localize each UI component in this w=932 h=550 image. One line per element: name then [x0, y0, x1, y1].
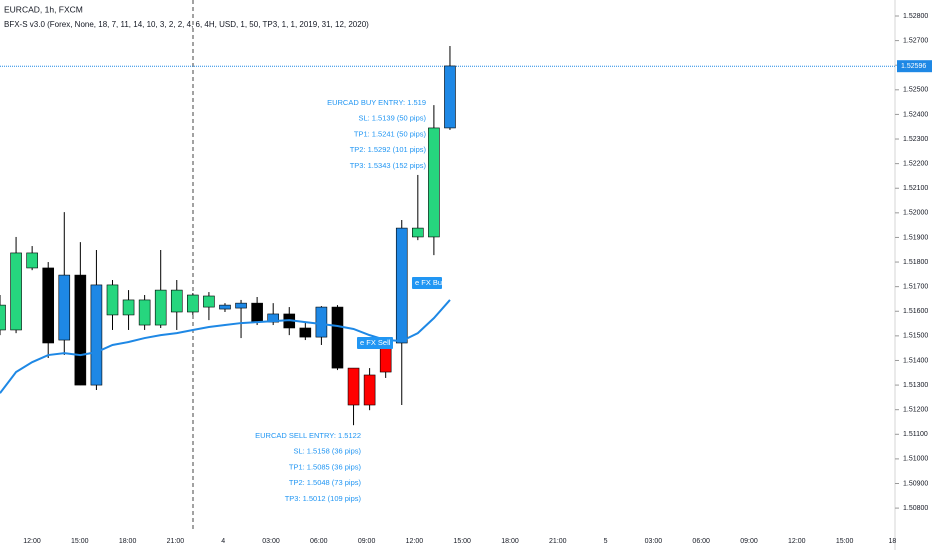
- signal-annotation: SL: 1.5158 (36 pips): [293, 447, 361, 456]
- candle-body: [331, 306, 344, 369]
- x-tick-label: 12:00: [23, 538, 41, 545]
- y-tick-label: 1.52300: [903, 136, 928, 143]
- x-tick-label: 03:00: [262, 538, 280, 545]
- y-tick-label: 1.52100: [903, 185, 928, 192]
- signal-annotation: TP3: 1.5343 (152 pips): [350, 161, 427, 170]
- signal-annotation: TP3: 1.5012 (109 pips): [285, 494, 362, 503]
- candle-body: [363, 374, 376, 406]
- candle-body: [428, 127, 440, 238]
- x-tick-label: 12:00: [406, 538, 424, 545]
- signal-annotation: SL: 1.5139 (50 pips): [358, 114, 426, 123]
- x-tick-label: 15:00: [453, 538, 471, 545]
- candle-body: [219, 304, 231, 310]
- candle-body: [90, 284, 103, 386]
- y-tick-label: 1.51100: [903, 431, 928, 438]
- y-tick-label: 1.52200: [903, 160, 928, 167]
- y-tick-label: 1.51400: [903, 357, 928, 364]
- x-tick-label: 18: [889, 538, 897, 545]
- y-tick-label: 1.50800: [903, 505, 928, 512]
- last-price-label: 1.52596: [901, 63, 926, 70]
- candle-body: [58, 274, 71, 341]
- candle-body: [42, 267, 55, 344]
- y-tick-label: 1.51800: [903, 259, 928, 266]
- last-price-box: [897, 60, 932, 73]
- candle-body: [203, 295, 215, 308]
- candle-body: [106, 284, 119, 316]
- candle-body: [138, 299, 151, 326]
- candle-body: [395, 227, 408, 344]
- x-tick-label: 18:00: [119, 538, 137, 545]
- signal-tag: [412, 277, 442, 289]
- candle-body: [26, 252, 38, 269]
- candle-body: [347, 367, 360, 406]
- signal-tag-label: e FX Buy: [415, 278, 446, 287]
- signal-annotation: EURCAD BUY ENTRY: 1.519: [327, 98, 426, 107]
- y-tick-label: 1.51700: [903, 283, 928, 290]
- y-tick-label: 1.52000: [903, 210, 928, 217]
- y-tick-label: 1.51200: [903, 407, 928, 414]
- candle-body: [170, 289, 183, 313]
- x-tick-label: 09:00: [358, 538, 376, 545]
- candle-body: [315, 306, 328, 338]
- y-tick-label: 1.50900: [903, 480, 928, 487]
- candle-body: [122, 299, 135, 316]
- signal-annotation: EURCAD SELL ENTRY: 1.5122: [255, 431, 361, 440]
- y-tick-label: 1.52500: [903, 87, 928, 94]
- indicator-label: BFX-S v3.0 (Forex, None, 18, 7, 11, 14, …: [4, 20, 369, 29]
- x-tick-label: 15:00: [836, 538, 854, 545]
- x-tick-label: 5: [604, 538, 608, 545]
- y-tick-label: 1.51000: [903, 456, 928, 463]
- y-tick-label: 1.51500: [903, 333, 928, 340]
- y-tick-label: 1.51900: [903, 234, 928, 241]
- candle-body: [154, 289, 167, 326]
- signal-annotation: TP2: 1.5292 (101 pips): [350, 145, 427, 154]
- y-tick-label: 1.51600: [903, 308, 928, 315]
- chart-title: EURCAD, 1h, FXCM: [4, 4, 83, 14]
- y-tick-label: 1.52400: [903, 111, 928, 118]
- signal-tag-label: e FX Sell: [360, 338, 391, 347]
- moving-average: [0, 299, 451, 394]
- candle-body: [10, 252, 22, 331]
- x-tick-label: 21:00: [549, 538, 567, 545]
- x-tick-label: 15:00: [71, 538, 89, 545]
- x-tick-label: 18:00: [501, 538, 519, 545]
- candle-body: [74, 274, 87, 386]
- candle-body: [251, 302, 263, 323]
- candle-body: [0, 304, 6, 331]
- signal-annotation: TP1: 1.5241 (50 pips): [354, 129, 427, 138]
- candle-body: [412, 227, 424, 238]
- y-tick-label: 1.51300: [903, 382, 928, 389]
- x-tick-label: 06:00: [310, 538, 328, 545]
- y-tick-label: 1.52700: [903, 37, 928, 44]
- candle-body: [444, 65, 456, 129]
- x-tick-label: 21:00: [167, 538, 185, 545]
- x-tick-label: 06:00: [692, 538, 710, 545]
- x-tick-label: 12:00: [788, 538, 806, 545]
- x-tick-label: 09:00: [740, 538, 758, 545]
- candle-body: [187, 294, 199, 313]
- x-tick-label: 03:00: [645, 538, 663, 545]
- signal-tag: [357, 337, 393, 349]
- candle-body: [299, 327, 312, 338]
- y-tick-label: 1.52800: [903, 13, 928, 20]
- signal-annotation: TP1: 1.5085 (36 pips): [289, 462, 362, 471]
- candle-body: [235, 302, 247, 309]
- signal-annotation: TP2: 1.5048 (73 pips): [289, 478, 362, 487]
- x-tick-label: 4: [221, 538, 225, 545]
